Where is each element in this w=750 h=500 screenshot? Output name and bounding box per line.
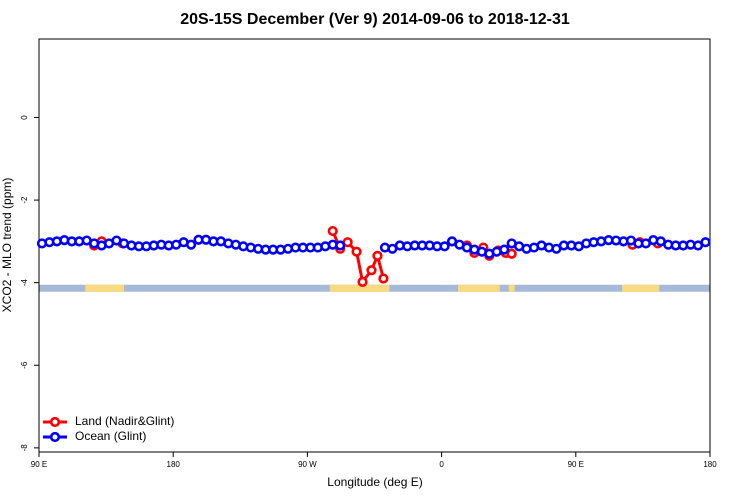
point bbox=[357, 276, 368, 287]
point bbox=[372, 250, 383, 261]
y-tick-label: -2 bbox=[20, 196, 29, 204]
land-strip bbox=[508, 284, 515, 292]
y-axis-label: XCO2 - MLO trend (ppm) bbox=[0, 178, 14, 313]
point bbox=[366, 265, 377, 276]
x-tick-label: 90 E bbox=[31, 460, 47, 469]
point bbox=[327, 225, 338, 237]
x-tick-label: 180 bbox=[167, 460, 181, 469]
chart-title: 20S-15S December (Ver 9) 2014-09-06 to 2… bbox=[180, 11, 570, 28]
point bbox=[700, 237, 711, 248]
legend-marker bbox=[49, 431, 61, 443]
point bbox=[499, 244, 510, 255]
x-tick-label: 0 bbox=[439, 460, 444, 469]
x-tick-label: 90 E bbox=[568, 460, 584, 469]
point bbox=[506, 248, 517, 259]
y-tick-label: -6 bbox=[20, 361, 29, 369]
x-tick-label: 180 bbox=[703, 460, 717, 469]
y-tick-label: -8 bbox=[20, 444, 29, 452]
y-tick-label: 0 bbox=[20, 115, 29, 120]
land-strip bbox=[458, 284, 500, 292]
point bbox=[351, 246, 362, 257]
point bbox=[378, 273, 389, 284]
land-strip bbox=[85, 284, 124, 292]
legend-marker bbox=[49, 416, 61, 428]
legend-label: Land (Nadir&Glint) bbox=[75, 414, 174, 428]
point bbox=[185, 239, 197, 250]
point bbox=[335, 240, 346, 251]
x-tick-label: 90 W bbox=[298, 460, 317, 469]
land-strip bbox=[622, 284, 660, 292]
legend-label: Ocean (Glint) bbox=[75, 429, 146, 443]
point bbox=[439, 241, 450, 252]
y-tick-label: -4 bbox=[20, 279, 29, 287]
x-axis-label: Longitude (deg E) bbox=[327, 475, 422, 489]
land-strip bbox=[329, 284, 390, 292]
